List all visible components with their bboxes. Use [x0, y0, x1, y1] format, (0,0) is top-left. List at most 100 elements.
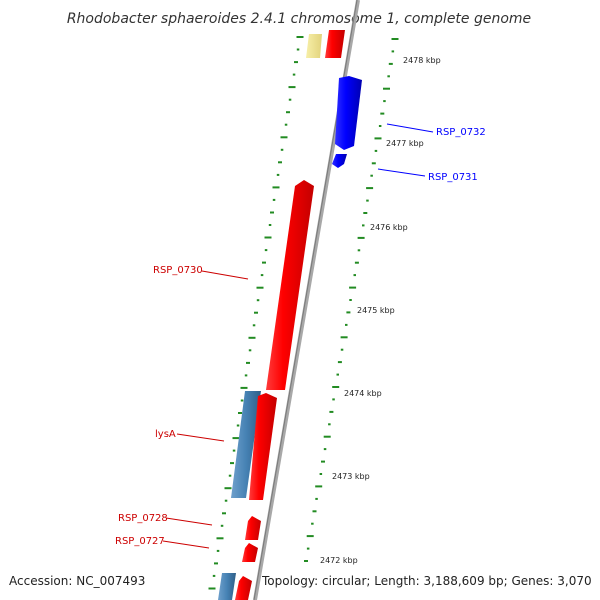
gc-tick	[363, 212, 368, 214]
gc-tick	[228, 474, 232, 477]
gc-tick	[366, 187, 374, 190]
gc-tick	[353, 274, 356, 277]
gene-feature-lysa	[249, 393, 277, 500]
gc-tick	[284, 123, 288, 126]
gene-label-text: RSP_0730	[153, 265, 203, 276]
gc-tick	[264, 236, 272, 239]
gene-feature-rsp0731	[332, 154, 347, 168]
gc-tick	[345, 323, 348, 326]
gene-label-text: RSP_0728	[118, 513, 168, 524]
accession-info: Accession: NC_007493	[9, 574, 146, 588]
rna-feature-upper	[231, 391, 261, 498]
gc-tick	[337, 361, 342, 364]
gc-tick	[254, 311, 258, 314]
gc-tick	[248, 349, 252, 352]
gene-label-rsp0728[interactable]: RSP_0728	[118, 513, 213, 526]
gc-tick	[357, 236, 365, 239]
gc-tick	[288, 86, 296, 89]
gc-tick	[276, 173, 280, 176]
scale-tick-label: 2474 kbp	[344, 389, 382, 398]
gc-tick	[216, 537, 224, 540]
gc-tick	[346, 311, 351, 314]
gene-label-text: RSP_0731	[428, 172, 478, 183]
gc-tick	[224, 499, 228, 502]
gc-tick	[288, 98, 292, 101]
gc-tick	[319, 473, 323, 475]
gc-tick	[329, 410, 334, 413]
gc-content-ticks-outer	[208, 36, 304, 590]
gc-tick	[332, 386, 340, 388]
gc-tick	[315, 485, 323, 488]
map-title: Rhodobacter sphaeroides 2.4.1 chromosome…	[67, 11, 531, 27]
gc-tick	[387, 75, 390, 78]
gc-tick	[366, 199, 369, 202]
scale-tick-label: 2475 kbp	[357, 306, 395, 315]
gc-tick	[323, 435, 331, 438]
gc-tick	[240, 399, 244, 402]
gc-content-ticks-inner	[304, 38, 399, 562]
gc-tick	[240, 386, 248, 389]
gc-tick	[336, 373, 339, 376]
gc-tick	[248, 336, 256, 339]
gc-tick	[252, 324, 256, 327]
gene-label-lysa[interactable]: lysA	[155, 429, 225, 442]
gc-tick	[270, 211, 274, 214]
gc-tick	[357, 249, 361, 252]
gc-tick	[224, 487, 232, 490]
gc-tick	[262, 261, 266, 264]
topology-info: Topology: circular; Length: 3,188,609 bp…	[262, 574, 592, 588]
gc-tick	[296, 48, 300, 51]
gc-tick	[286, 111, 290, 114]
gene-feature-top-forward	[325, 30, 345, 58]
gc-tick	[264, 249, 268, 252]
gc-tick	[244, 374, 248, 377]
gc-tick	[378, 125, 382, 127]
gene-label-rsp0732[interactable]: RSP_0732	[386, 123, 486, 138]
gc-tick	[238, 412, 242, 414]
gc-tick	[304, 560, 308, 562]
scale-tick-label: 2478 kbp	[403, 56, 441, 65]
gene-feature-rsp0730	[266, 180, 314, 390]
gc-tick	[340, 348, 344, 351]
gc-tick	[296, 36, 304, 38]
scale-tick-label: 2477 kbp	[386, 139, 424, 148]
gc-tick	[328, 423, 331, 426]
gene-label-rsp0727[interactable]: RSP_0727	[115, 536, 210, 549]
gc-tick	[222, 512, 226, 515]
gc-tick	[280, 136, 288, 139]
gc-tick	[311, 522, 314, 525]
gc-tick	[220, 524, 224, 527]
gc-tick	[260, 274, 264, 277]
gene-label-rsp0730[interactable]: RSP_0730	[153, 265, 249, 280]
gc-tick	[272, 186, 280, 189]
gc-tick	[349, 299, 352, 301]
gc-tick	[340, 336, 348, 339]
gc-tick	[383, 100, 386, 103]
gc-tick	[278, 161, 282, 164]
gc-tick	[294, 61, 298, 64]
gc-tick	[354, 261, 359, 264]
gc-tick	[321, 460, 325, 463]
gc-tick	[232, 449, 236, 452]
gc-tick	[315, 497, 318, 500]
gc-tick	[230, 462, 234, 465]
gc-tick	[371, 162, 376, 165]
gc-tick	[380, 112, 385, 115]
gc-tick	[272, 198, 276, 201]
scale-tick-label: 2476 kbp	[370, 223, 408, 232]
gc-tick	[216, 549, 220, 552]
gc-tick	[391, 50, 395, 53]
gc-tick	[246, 361, 250, 364]
gene-label-text: RSP_0732	[436, 127, 486, 138]
gc-tick	[383, 87, 390, 90]
gc-tick	[388, 62, 393, 65]
gc-tick	[370, 174, 373, 177]
gc-tick	[306, 535, 314, 538]
gene-label-text: RSP_0727	[115, 536, 165, 547]
gc-tick	[323, 448, 327, 451]
gc-tick	[280, 148, 284, 151]
gc-tick	[292, 73, 296, 76]
gene-label-rsp0731[interactable]: RSP_0731	[377, 168, 478, 183]
gc-tick	[306, 547, 310, 550]
